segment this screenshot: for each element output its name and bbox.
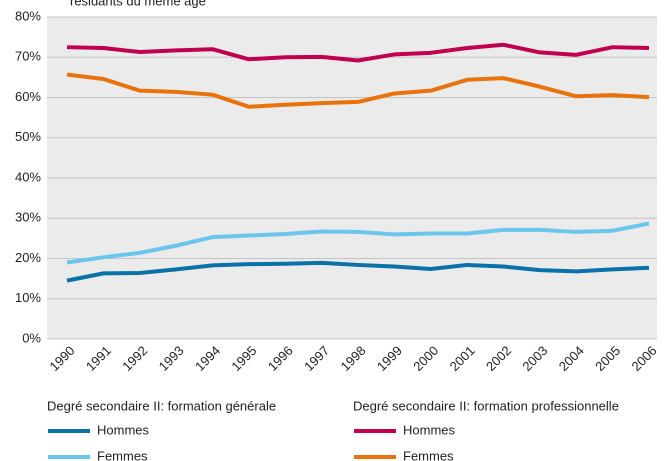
x-tick-label: 2001 xyxy=(447,343,478,374)
legend-label: Femmes xyxy=(97,448,148,461)
x-tick-label: 1997 xyxy=(301,343,332,374)
y-tick-label: 80% xyxy=(15,8,41,23)
x-tick-label: 2002 xyxy=(483,343,514,374)
y-tick-label: 0% xyxy=(22,330,41,345)
chart-subtitle: résidants du même âge xyxy=(70,0,206,8)
y-tick-label: 60% xyxy=(15,89,41,104)
x-tick-label: 2005 xyxy=(592,343,623,374)
x-tick-label: 1990 xyxy=(46,343,77,374)
series-line xyxy=(66,42,650,63)
x-tick-label: 1999 xyxy=(374,343,405,374)
series-line xyxy=(66,221,650,265)
y-tick-label: 70% xyxy=(15,49,41,64)
y-tick-label: 30% xyxy=(15,210,41,225)
x-tick-label: 2000 xyxy=(410,343,441,374)
legend-group-title: Degré secondaire II: formation professio… xyxy=(353,398,619,413)
x-tick-label: 1994 xyxy=(192,343,223,374)
legend-group-title: Degré secondaire II: formation générale xyxy=(47,398,276,413)
legend-label: Hommes xyxy=(97,422,150,437)
y-tick-label: 20% xyxy=(15,250,41,265)
x-tick-label: 1992 xyxy=(119,343,150,374)
x-tick-label: 1995 xyxy=(228,343,259,374)
x-tick-label: 2003 xyxy=(519,343,550,374)
legend-label: Hommes xyxy=(403,422,456,437)
x-tick-label: 1998 xyxy=(337,343,368,374)
x-tick-label: 1991 xyxy=(83,343,114,374)
series-line xyxy=(66,72,650,109)
x-tick-label: 2004 xyxy=(556,343,587,374)
x-tick-label: 2006 xyxy=(628,343,659,374)
y-tick-label: 40% xyxy=(15,169,41,184)
legend-label: Femmes xyxy=(403,448,454,461)
series-line xyxy=(66,260,650,283)
y-tick-label: 50% xyxy=(15,129,41,144)
x-tick-label: 1993 xyxy=(156,343,187,374)
x-tick-label: 1996 xyxy=(265,343,296,374)
y-tick-label: 10% xyxy=(15,290,41,305)
